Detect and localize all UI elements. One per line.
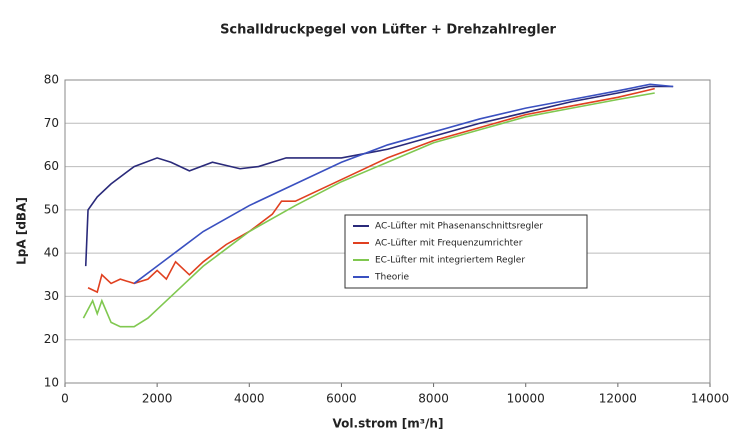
- series-line: [87, 87, 655, 294]
- x-tick-label: 4000: [234, 392, 265, 406]
- y-tick-label: 80: [44, 73, 59, 87]
- x-tick-label: 2000: [142, 392, 173, 406]
- x-tick-label: 0: [61, 392, 69, 406]
- y-tick-label: 50: [44, 202, 59, 216]
- series-line: [84, 85, 674, 267]
- series-line: [133, 83, 674, 285]
- y-tick-label: 20: [44, 332, 59, 346]
- y-tick-label: 10: [44, 376, 59, 390]
- x-tick-label: 8000: [418, 392, 449, 406]
- x-tick-label: 10000: [507, 392, 545, 406]
- y-tick-label: 30: [44, 289, 59, 303]
- legend-label: AC-Lüfter mit Frequenzumrichter: [375, 239, 523, 249]
- series-line: [82, 92, 655, 328]
- y-tick-label: 40: [44, 246, 59, 260]
- legend-label: Theorie: [374, 273, 409, 283]
- x-tick-label: 12000: [599, 392, 637, 406]
- chart-title: Schalldruckpegel von Lüfter + Drehzahlre…: [220, 23, 556, 38]
- y-tick-label: 60: [44, 159, 59, 173]
- plot-frame: [64, 79, 711, 384]
- legend-box: [344, 214, 588, 289]
- x-axis-label: Vol.strom [m³/h]: [333, 417, 444, 431]
- y-axis-label: LpA [dBA]: [15, 197, 29, 265]
- legend-label: EC-Lüfter mit integriertem Regler: [375, 256, 525, 266]
- x-tick-label: 6000: [326, 392, 357, 406]
- x-tick-label: 14000: [691, 392, 729, 406]
- legend-label: AC-Lüfter mit Phasenanschnittsregler: [375, 222, 543, 232]
- y-tick-label: 70: [44, 116, 59, 130]
